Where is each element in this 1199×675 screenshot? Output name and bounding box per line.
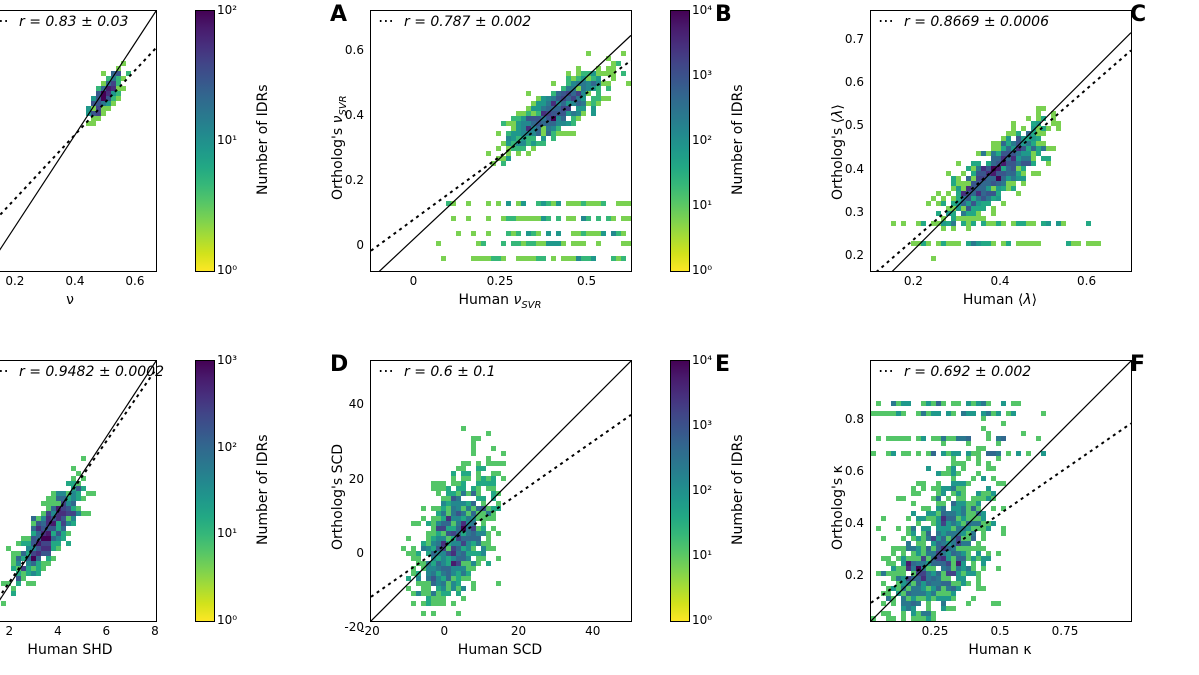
panel-letter-F: F: [1130, 352, 1145, 377]
colorbar-label-D: Number of IDRs: [255, 434, 271, 545]
xlabel-F: Human κ: [870, 642, 1130, 658]
cbar-tick: 10⁰: [692, 613, 712, 627]
fit-marker-C: ⋯: [878, 11, 896, 30]
xtick: 0.25: [922, 624, 949, 638]
axes-D: [0, 360, 157, 622]
cbar-tick: 10²: [692, 133, 712, 147]
correlation-E: r = 0.6 ± 0.1: [404, 364, 496, 380]
axes-E: [370, 360, 632, 622]
colorbar-A: [195, 10, 215, 272]
xtick: 0.2: [5, 274, 24, 288]
xtick: 0.5: [577, 274, 596, 288]
xtick: 0.4: [65, 274, 84, 288]
xtick: 8: [151, 624, 159, 638]
ylabel-C: Ortholog's ⟨λ⟩: [830, 104, 846, 200]
cbar-tick: 10¹: [692, 198, 712, 212]
xlabel-E: Human SCD: [370, 642, 630, 658]
panel-letter-B: B: [715, 2, 732, 27]
correlation-B: r = 0.787 ± 0.002: [404, 14, 531, 30]
cbar-tick: 10¹: [217, 526, 237, 540]
cbar-tick: 10²: [217, 3, 237, 17]
xlabel-C: Human ⟨λ⟩: [870, 292, 1130, 308]
xlabel-A: ν: [0, 292, 155, 308]
xtick: 6: [103, 624, 111, 638]
colorbar-E: [670, 360, 690, 622]
cbar-tick: 10²: [217, 440, 237, 454]
xtick: 0.6: [125, 274, 144, 288]
axes-A: [0, 10, 157, 272]
panel-letter-C: C: [1130, 2, 1146, 27]
fit-marker-E: ⋯: [378, 361, 396, 380]
xtick: 0.6: [1077, 274, 1096, 288]
xtick: 2: [5, 624, 13, 638]
cbar-tick: 10⁰: [217, 613, 237, 627]
cbar-tick: 10²: [692, 483, 712, 497]
cbar-tick: 10¹: [217, 133, 237, 147]
fit-marker-D: ⋯: [0, 361, 11, 380]
colorbar-label-E: Number of IDRs: [730, 434, 746, 545]
cbar-tick: 10³: [217, 353, 237, 367]
colorbar-B: [670, 10, 690, 272]
xtick: 0.75: [1052, 624, 1079, 638]
cbar-tick: 10⁴: [692, 353, 712, 367]
cbar-tick: 10³: [692, 418, 712, 432]
fit-marker-F: ⋯: [878, 361, 896, 380]
cbar-tick: 10⁰: [692, 263, 712, 277]
fit-marker-B: ⋯: [378, 11, 396, 30]
correlation-D: r = 0.9482 ± 0.0002: [19, 364, 164, 380]
xtick: 20: [511, 624, 526, 638]
correlation-F: r = 0.692 ± 0.002: [904, 364, 1031, 380]
xtick: 40: [585, 624, 600, 638]
xtick: 0.4: [990, 274, 1009, 288]
axes-B: [370, 10, 632, 272]
panel-letter-A: A: [330, 2, 347, 27]
cbar-tick: 10⁴: [692, 3, 712, 17]
colorbar-D: [195, 360, 215, 622]
xtick: 0.5: [990, 624, 1009, 638]
panel-letter-D: D: [330, 352, 348, 377]
xtick: 4: [54, 624, 62, 638]
xtick: 0: [441, 624, 449, 638]
xtick: 0.2: [904, 274, 923, 288]
ylabel-E: Ortholog's SCD: [330, 444, 346, 550]
ylabel-B: Ortholog's νSVR: [330, 95, 349, 200]
colorbar-label-B: Number of IDRs: [730, 84, 746, 195]
xtick: 0.25: [487, 274, 514, 288]
correlation-A: r = 0.83 ± 0.03: [19, 14, 128, 30]
xlabel-D: Human SHD: [0, 642, 155, 658]
cbar-tick: 10⁰: [217, 263, 237, 277]
correlation-C: r = 0.8669 ± 0.0006: [904, 14, 1049, 30]
cbar-tick: 10¹: [692, 548, 712, 562]
ylabel-F: Ortholog's κ: [830, 465, 846, 550]
cbar-tick: 10³: [692, 68, 712, 82]
colorbar-label-A: Number of IDRs: [255, 84, 271, 195]
axes-C: [870, 10, 1132, 272]
axes-F: [870, 360, 1132, 622]
xlabel-B: Human νSVR: [370, 292, 630, 311]
xtick: 0: [410, 274, 418, 288]
panel-letter-E: E: [715, 352, 730, 377]
fit-marker-A: ⋯: [0, 11, 11, 30]
